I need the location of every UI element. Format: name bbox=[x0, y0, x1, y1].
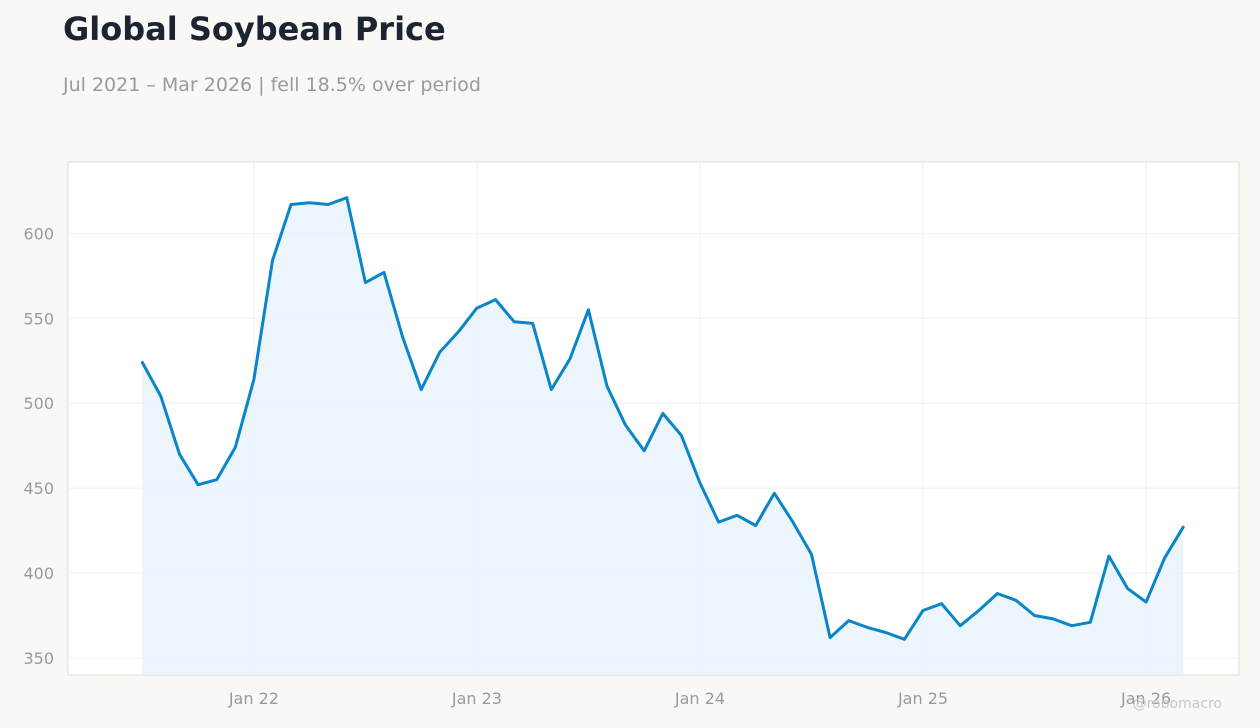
price-point bbox=[717, 520, 721, 524]
price-point bbox=[289, 203, 293, 207]
price-point bbox=[308, 201, 312, 205]
price-point bbox=[475, 306, 479, 310]
price-point bbox=[1088, 620, 1092, 624]
x-tick-label: Jan 24 bbox=[674, 689, 725, 708]
credit-watermark: @robomacro bbox=[1132, 696, 1222, 712]
y-tick-label: 350 bbox=[23, 649, 54, 668]
price-point bbox=[271, 259, 275, 263]
price-point bbox=[1144, 600, 1148, 604]
y-tick-label: 500 bbox=[23, 394, 54, 413]
price-point bbox=[902, 637, 906, 641]
price-point bbox=[884, 631, 888, 635]
price-point bbox=[531, 321, 535, 325]
x-tick-label: Jan 23 bbox=[451, 689, 502, 708]
price-point bbox=[233, 445, 237, 449]
y-tick-label: 550 bbox=[23, 309, 54, 328]
price-point bbox=[1070, 624, 1074, 628]
price-point bbox=[438, 350, 442, 354]
chart-title: Global Soybean Price bbox=[63, 10, 446, 48]
price-point bbox=[698, 481, 702, 485]
price-point bbox=[642, 449, 646, 453]
line-layer bbox=[140, 196, 1185, 641]
price-point bbox=[401, 335, 405, 339]
price-point bbox=[568, 357, 572, 361]
price-point bbox=[624, 423, 628, 427]
price-area-fill bbox=[142, 197, 1184, 675]
price-point bbox=[1051, 617, 1055, 621]
price-point bbox=[326, 203, 330, 207]
price-point bbox=[1126, 586, 1130, 590]
price-point bbox=[456, 330, 460, 334]
price-point bbox=[847, 619, 851, 623]
price-point bbox=[382, 270, 386, 274]
price-point bbox=[735, 513, 739, 517]
price-point bbox=[958, 624, 962, 628]
y-tick-label: 400 bbox=[23, 564, 54, 583]
price-point bbox=[345, 196, 349, 200]
price-point bbox=[865, 625, 869, 629]
x-tick-label: Jan 26 bbox=[1120, 689, 1171, 708]
price-point bbox=[772, 491, 776, 495]
x-tick-label: Jan 25 bbox=[897, 689, 948, 708]
axis-labels: 350 400 450 500 550 600 Jan 22 Jan 23 Jan 24 Jan … bbox=[23, 224, 1171, 708]
price-point bbox=[252, 377, 256, 381]
price-point bbox=[977, 609, 981, 613]
price-point bbox=[810, 552, 814, 556]
price-point bbox=[159, 394, 163, 398]
price-point bbox=[140, 360, 144, 364]
price-point bbox=[754, 524, 758, 528]
price-point bbox=[661, 411, 665, 415]
price-point bbox=[791, 520, 795, 524]
price-point bbox=[178, 452, 182, 456]
price-point bbox=[363, 281, 367, 285]
price-point bbox=[419, 388, 423, 392]
area-layer bbox=[142, 197, 1184, 675]
price-point bbox=[494, 298, 498, 302]
price-point bbox=[549, 388, 553, 392]
price-point bbox=[921, 609, 925, 613]
price-point bbox=[940, 602, 944, 606]
price-point bbox=[1033, 614, 1037, 618]
price-point bbox=[196, 483, 200, 487]
chart-subtitle: Jul 2021 – Mar 2026 | fell 18.5% over pe… bbox=[63, 74, 481, 96]
price-point bbox=[995, 592, 999, 596]
x-tick-label: Jan 22 bbox=[228, 689, 279, 708]
y-tick-label: 600 bbox=[23, 224, 54, 243]
price-series-line bbox=[140, 196, 1185, 641]
price-point bbox=[1107, 554, 1111, 558]
y-tick-label: 450 bbox=[23, 479, 54, 498]
price-point bbox=[679, 434, 683, 438]
price-point bbox=[215, 478, 219, 482]
price-point bbox=[512, 320, 516, 324]
price-point bbox=[586, 308, 590, 312]
price-point bbox=[1181, 525, 1185, 529]
price-point bbox=[605, 384, 609, 388]
price-point bbox=[1014, 598, 1018, 602]
price-point bbox=[828, 636, 832, 640]
price-point bbox=[1163, 556, 1167, 560]
